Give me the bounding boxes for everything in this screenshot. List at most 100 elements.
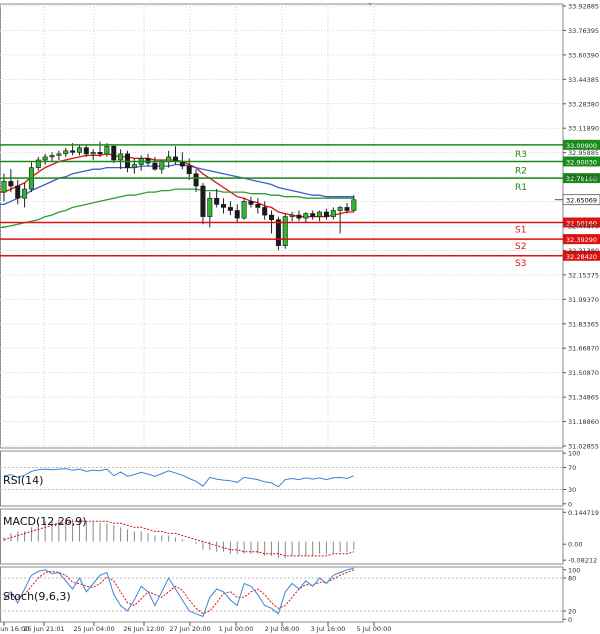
candle-body bbox=[118, 153, 124, 161]
candle-body bbox=[97, 152, 103, 155]
rsi-label: RSI(14) bbox=[3, 474, 43, 487]
price-tick-label: 33.28380 bbox=[568, 100, 599, 108]
candle bbox=[337, 205, 343, 234]
candle-body bbox=[159, 161, 165, 170]
candle bbox=[330, 207, 336, 220]
indicator-tick-label: 100 bbox=[568, 566, 580, 574]
rsi-line bbox=[3, 468, 355, 488]
candle-body bbox=[111, 145, 117, 161]
candle-body bbox=[241, 201, 247, 219]
candle bbox=[207, 192, 213, 228]
price-tick-label: 32.79880 bbox=[568, 174, 599, 182]
candle-body bbox=[296, 214, 302, 219]
indicator-tick-label: 0 bbox=[568, 616, 572, 624]
price-axis: 33.92885 33.76395 33.60390 33.44385 33.28380… bbox=[555, 3, 600, 451]
candle-body bbox=[323, 211, 329, 217]
candle-body bbox=[344, 207, 350, 211]
candle-body bbox=[227, 207, 233, 211]
candle bbox=[241, 198, 247, 220]
candle bbox=[214, 189, 220, 208]
time-tick-label: 27 Jun 20:00 bbox=[169, 625, 210, 633]
moving-average-line bbox=[0, 163, 354, 206]
indicator-tick-label: 0 bbox=[568, 500, 572, 508]
candle-body bbox=[70, 150, 76, 153]
candle bbox=[344, 202, 350, 214]
indicator-frame bbox=[0, 566, 564, 623]
level-name-r2: R2 bbox=[515, 166, 527, 176]
candle bbox=[49, 152, 55, 162]
time-tick-label: 2 Jul 08:00 bbox=[265, 625, 300, 633]
candle bbox=[8, 169, 14, 193]
candle-body bbox=[83, 147, 89, 155]
price-tick-label: 33.76395 bbox=[568, 27, 599, 35]
candle-body bbox=[337, 207, 343, 211]
candle-body bbox=[49, 155, 55, 158]
time-tick-label: 1 Jul 00:00 bbox=[219, 625, 254, 633]
candle-body bbox=[131, 164, 137, 168]
candle-body bbox=[255, 204, 261, 208]
candle-body bbox=[193, 173, 199, 187]
candle bbox=[152, 156, 158, 171]
stoch-signal-line bbox=[3, 569, 355, 615]
candle-body bbox=[42, 156, 48, 161]
time-tick-label: 26 Jun 12:00 bbox=[123, 625, 164, 633]
level-name-s1: S1 bbox=[515, 225, 526, 235]
candle bbox=[90, 149, 96, 160]
candle-body bbox=[8, 181, 14, 187]
candle bbox=[296, 210, 302, 222]
candle bbox=[83, 144, 89, 157]
candle bbox=[289, 212, 295, 222]
candle bbox=[262, 201, 268, 220]
candle-body bbox=[317, 211, 323, 217]
level-price-label: 32.79160 bbox=[566, 175, 597, 183]
level-price-tag bbox=[563, 156, 600, 167]
price-tick-label: 31.99370 bbox=[568, 296, 599, 304]
indicator-tick-label: 100 bbox=[568, 450, 580, 458]
candle bbox=[118, 149, 124, 170]
grid bbox=[0, 3, 564, 622]
level-price-label: 32.28420 bbox=[566, 253, 597, 261]
price-tick-label: 32.95885 bbox=[568, 149, 599, 157]
candle-body bbox=[35, 159, 41, 168]
candle bbox=[317, 210, 323, 222]
candle bbox=[248, 196, 254, 208]
indicator-tick-label: 20 bbox=[568, 608, 576, 616]
macd-signal-line bbox=[3, 520, 355, 557]
candle bbox=[63, 147, 69, 157]
level-name-r1: R1 bbox=[515, 183, 527, 193]
time-tick-label: 25 Jun 21:01 bbox=[23, 625, 64, 633]
rsi-panel: 100 70 30 0 RSI(14) bbox=[0, 450, 580, 508]
scroll-marker-icon bbox=[368, 3, 372, 6]
level-price-tag bbox=[563, 139, 600, 150]
candle bbox=[275, 216, 281, 251]
time-tick-label: 25 Jun 04:00 bbox=[73, 625, 114, 633]
candle-body bbox=[200, 185, 206, 217]
stoch-main-line bbox=[3, 567, 355, 618]
candle-body bbox=[221, 204, 227, 208]
level-price-label: 32.50160 bbox=[566, 219, 597, 227]
candle bbox=[227, 201, 233, 216]
time-tick-label: 24 Jun 16:00 bbox=[0, 625, 29, 633]
candle-body bbox=[186, 165, 192, 175]
price-tick-label: 33.60390 bbox=[568, 51, 599, 59]
level-price-tag bbox=[563, 173, 600, 184]
macd-label: MACD(12,26,9) bbox=[3, 515, 87, 528]
level-price-tag bbox=[563, 217, 600, 228]
candle bbox=[35, 156, 41, 171]
candle-body bbox=[15, 185, 21, 199]
candle-body bbox=[214, 197, 220, 205]
price-tick-label: 31.83365 bbox=[568, 320, 599, 328]
stoch-label: Stoch(9,6,3) bbox=[3, 590, 71, 603]
candle-body bbox=[275, 219, 281, 247]
indicator-tick-label: 80 bbox=[568, 575, 576, 583]
candle bbox=[42, 153, 48, 165]
price-tick-label: 31.34865 bbox=[568, 394, 599, 402]
current-price-label: 32.65069 bbox=[566, 197, 597, 205]
price-tick-label: 31.50870 bbox=[568, 369, 599, 377]
candle-body bbox=[310, 213, 316, 217]
level-price-label: 32.90030 bbox=[566, 158, 597, 166]
level-name-s2: S2 bbox=[515, 242, 526, 252]
candle-body bbox=[262, 207, 268, 216]
candle bbox=[15, 179, 21, 205]
